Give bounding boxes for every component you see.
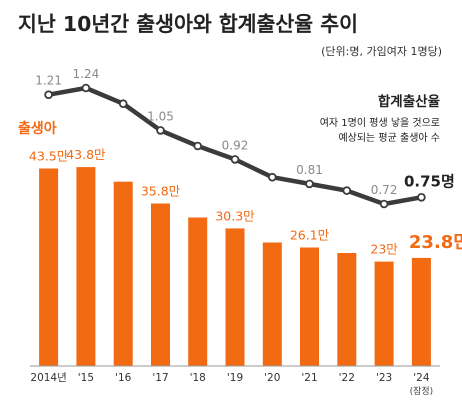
unit-note: (단위:명, 가임여자 1명당): [321, 45, 442, 58]
bar-value-label: 23.8만: [409, 232, 462, 253]
bar-value-label: 43.5만: [29, 149, 69, 164]
line-point: [156, 126, 165, 135]
bar: [39, 168, 59, 366]
x-tick-label: '19: [227, 372, 243, 384]
bar: [113, 181, 133, 366]
x-tick-sublabel: (잠정): [410, 386, 434, 397]
x-tick-label: '24: [413, 372, 430, 384]
line-point: [230, 155, 240, 164]
line-point: [342, 186, 352, 195]
bar: [225, 228, 245, 366]
line-value-label: 1.21: [35, 74, 62, 88]
line-point: [417, 193, 426, 202]
line-value-labels: 1.21 1.24 1.05 0.92 0.81 0.72 0.75명: [35, 67, 455, 197]
x-tick-label: '22: [339, 372, 355, 384]
bar: [262, 242, 282, 366]
line-point: [267, 172, 277, 182]
line-series: [44, 83, 426, 209]
line-point: [118, 99, 128, 108]
bar-series: [39, 167, 431, 366]
line-point: [81, 83, 91, 93]
bar-value-label: 43.8만: [66, 147, 106, 162]
line-value-label: 0.72: [371, 183, 398, 197]
line-point: [305, 179, 314, 189]
bar-series-label: 출생아: [18, 120, 57, 137]
x-tick-label: '17: [152, 372, 168, 384]
bar: [188, 217, 208, 366]
bar-value-label: 30.3만: [215, 208, 255, 223]
x-tick-label: '21: [301, 372, 317, 384]
line-value-label: 0.81: [296, 163, 323, 177]
bar: [300, 247, 319, 366]
x-tick-label: '15: [78, 372, 94, 384]
line-point: [379, 199, 389, 209]
x-tick-label: '16: [115, 372, 132, 384]
line-value-label: 0.92: [222, 138, 249, 152]
bar: [76, 167, 96, 366]
line-value-label: 1.24: [73, 67, 100, 81]
line-value-label: 1.05: [147, 109, 174, 123]
bar-value-label: 23만: [370, 242, 398, 257]
bar: [374, 261, 394, 366]
line-legend-desc-1: 여자 1명이 평생 낳을 것으로: [320, 117, 440, 129]
chart-title: 지난 10년간 출생아와 합계출산율 추이: [18, 12, 358, 36]
x-tick-label: 2014년: [30, 372, 66, 384]
bar: [411, 257, 431, 366]
line-value-label: 0.75명: [404, 172, 455, 190]
line-point: [44, 90, 53, 99]
x-tick-label: '20: [264, 372, 280, 384]
x-axis-tick-labels: 2014년 '15 '16 '17 '18 '19 '20 '21 '22 '23 '24 (잠정): [30, 372, 433, 397]
x-tick-label: '23: [376, 372, 392, 384]
x-tick-label: '18: [190, 372, 206, 384]
bar-value-label: 35.8만: [141, 184, 181, 199]
line-point: [193, 141, 203, 151]
line-legend-desc-2: 예상되는 평균 출생아 수: [338, 132, 440, 144]
bar: [337, 253, 357, 366]
line-legend-title: 합계출산율: [378, 93, 440, 110]
bar: [151, 203, 170, 366]
bar-value-label: 26.1만: [290, 228, 330, 243]
